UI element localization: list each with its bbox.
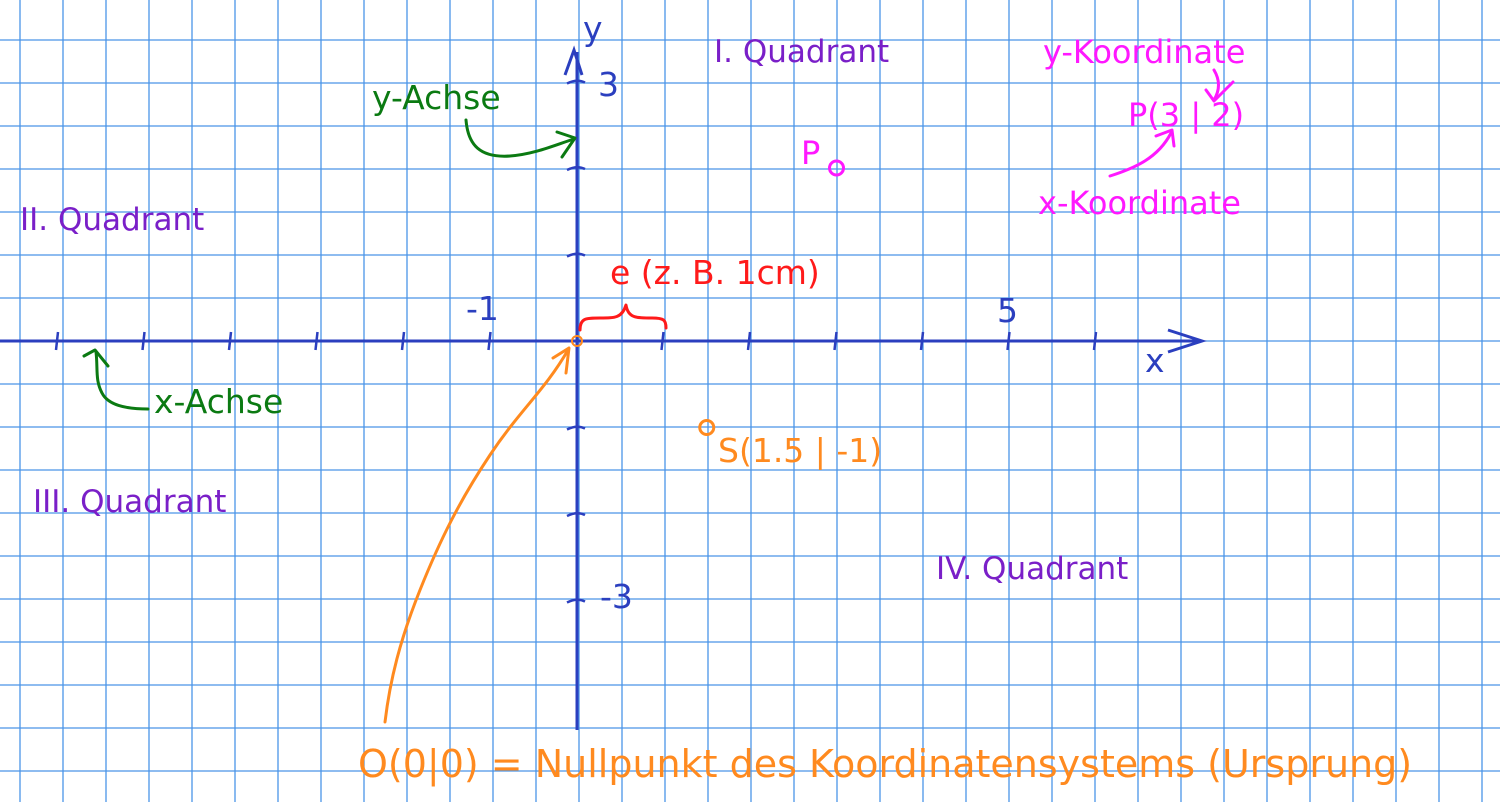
quadrant-4-label: IV. Quadrant [936, 551, 1128, 587]
y-axis-note-arrowhead [555, 130, 577, 159]
axis-ticks [54, 79, 1098, 604]
x-tick-label-5: 5 [997, 291, 1018, 330]
y-axis-arrowhead [563, 45, 584, 76]
y-tick-label-3: 3 [598, 65, 619, 104]
point-S-label: S(1.5 | -1) [718, 431, 882, 470]
y-coordinate-arrowhead [1204, 80, 1235, 103]
x-coordinate-arrowhead [1154, 128, 1176, 148]
x-axis-tick [314, 331, 319, 351]
x-axis-note-arrow [94, 350, 150, 411]
y-axis-note-arrow [464, 118, 576, 158]
x-axis-arrowhead [1167, 328, 1207, 354]
unit-note: e (z. B. 1cm) [610, 253, 820, 292]
origin-note-arrow [383, 348, 570, 724]
point-P-formula: P(3 | 2) [1128, 96, 1244, 134]
y-axis-tick [566, 512, 586, 518]
x-coordinate-arrow [1108, 131, 1173, 178]
y-axis-tick [566, 166, 586, 172]
x-axis-tick [227, 331, 233, 351]
x-axis-tick [1006, 331, 1011, 351]
y-axis-tick [566, 252, 586, 258]
x-axis-tick [487, 331, 492, 351]
y-axis-tick [566, 598, 586, 604]
y-coordinate-arrow [1212, 68, 1220, 102]
x-axis-tick [141, 331, 146, 351]
x-axis-tick [746, 331, 752, 351]
x-axis-tick [1092, 331, 1098, 351]
origin-marker [571, 335, 583, 347]
y-axis-note: y-Achse [372, 78, 501, 117]
y-axis-tick [566, 425, 586, 431]
quadrant-3-label: III. Quadrant [33, 484, 226, 520]
point-S-marker [698, 419, 716, 436]
y-tick-label-minus-3: -3 [600, 577, 633, 616]
x-axis-tick [400, 331, 406, 351]
y-axis-tick [566, 79, 586, 85]
quadrant-2-label: II. Quadrant [20, 202, 204, 238]
origin-note: O(0|0) = Nullpunkt des Koordinatensystem… [358, 742, 1412, 787]
x-coordinate-note: x-Koordinate [1038, 184, 1241, 222]
y-axis-name: y [583, 9, 603, 48]
x-tick-label-minus-1: -1 [466, 289, 499, 328]
x-axis-note-arrowhead [82, 348, 110, 368]
x-axis-tick [919, 331, 925, 351]
y-coordinate-note: y-Koordinate [1043, 33, 1245, 71]
x-axis-tick [54, 331, 60, 351]
axes [0, 45, 1207, 730]
x-axis-name: x [1145, 341, 1165, 380]
quadrant-1-label: I. Quadrant [714, 34, 889, 70]
x-axis-note: x-Achse [154, 382, 283, 421]
point-P-marker [828, 159, 845, 177]
unit-brace [578, 303, 668, 332]
point-P-label: P [801, 134, 820, 172]
x-axis-tick [660, 331, 665, 351]
x-axis-tick [833, 331, 838, 351]
origin-note-arrowhead [551, 346, 571, 375]
